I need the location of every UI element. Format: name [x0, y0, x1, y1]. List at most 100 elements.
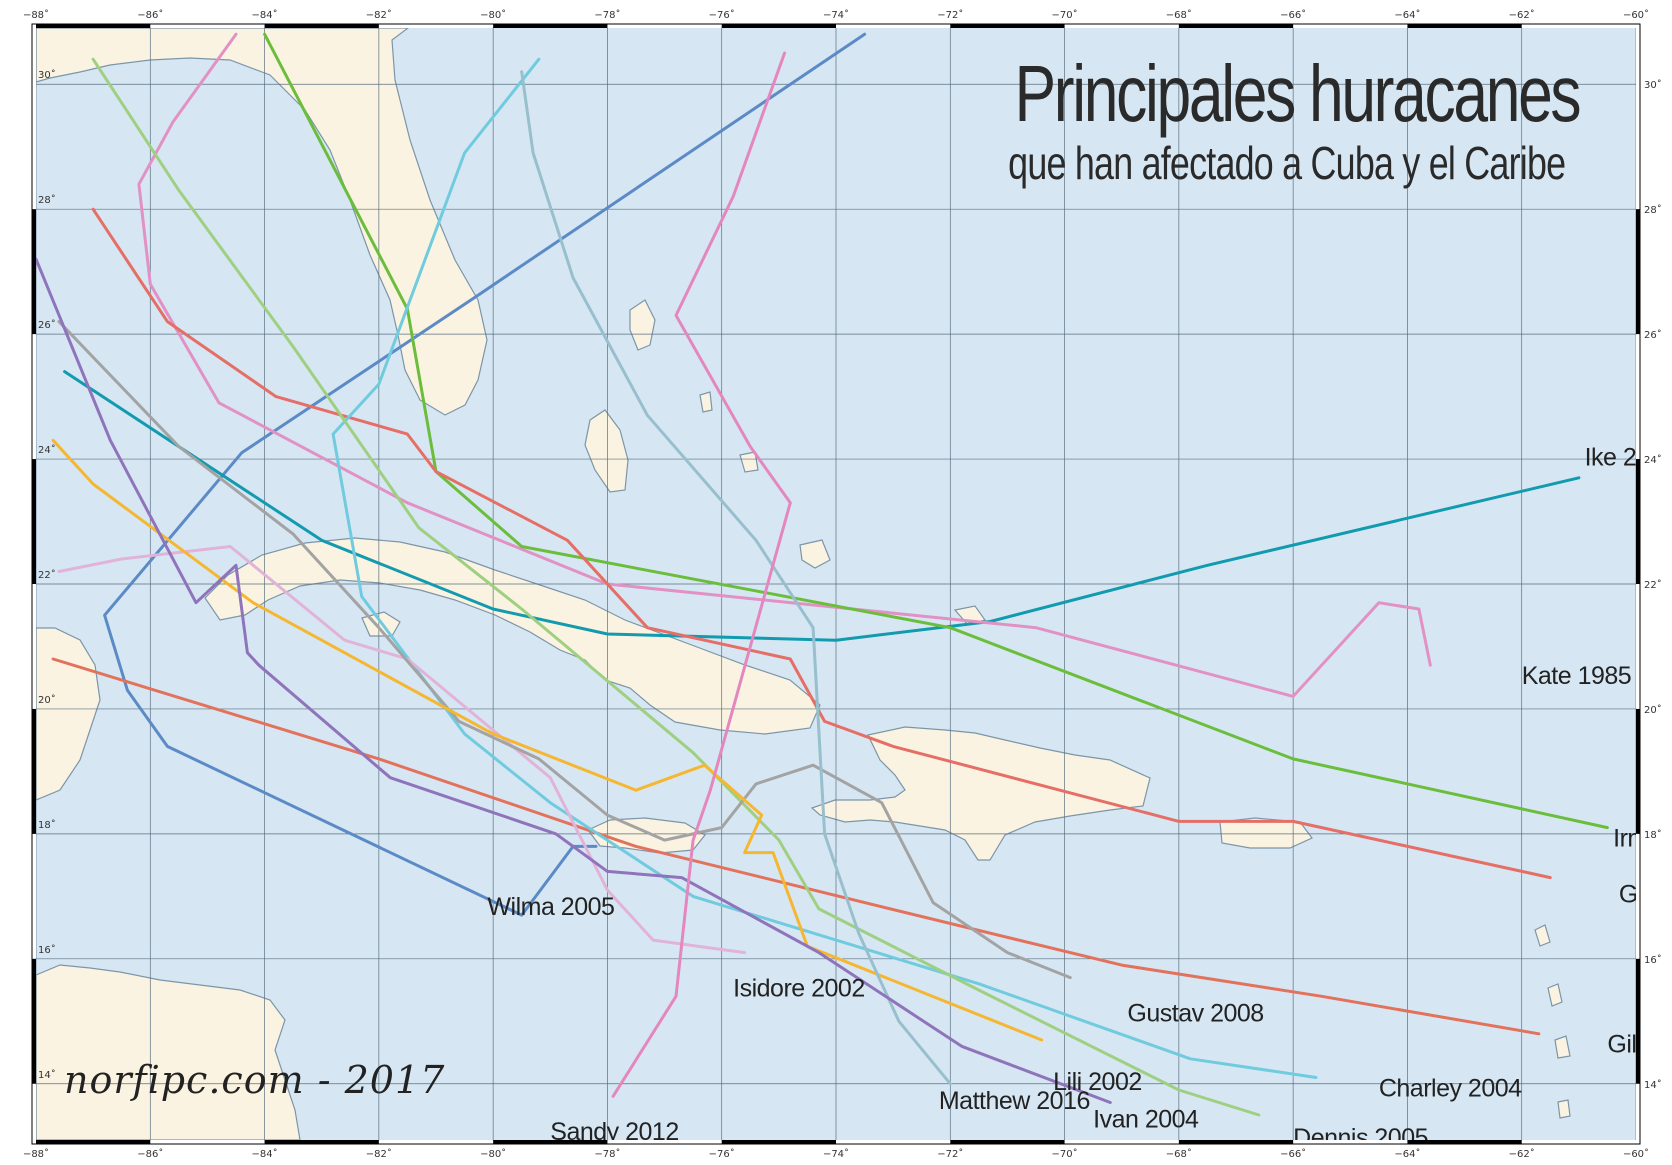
label-charley-2004: Charley 2004 — [1379, 1074, 1522, 1102]
frame-segment — [1636, 209, 1640, 335]
lon-tick-label-bottom: −70˚ — [1052, 1148, 1078, 1160]
lon-tick-label-top: −86˚ — [137, 9, 163, 21]
frame-segment — [1407, 24, 1522, 28]
frame-segment — [32, 459, 36, 584]
map-title: Principales huracanes que han afectado a… — [851, 49, 1581, 189]
lon-tick-label-bottom: −68˚ — [1166, 1148, 1192, 1160]
lat-tick-label-left: 18˚ — [38, 819, 56, 831]
hurricane-tracks — [36, 32, 1609, 1117]
label-irma-2017: Irma 2017 — [1613, 824, 1672, 852]
track-gilbert-1998 — [51, 657, 1541, 1036]
lon-tick-label-top: −74˚ — [823, 9, 849, 21]
label-georges-1998: Georges 1998 — [1619, 881, 1672, 909]
land-bahamas-small-1 — [699, 391, 713, 413]
label-kate-1985: Kate 1985 — [1522, 662, 1632, 690]
land-yucatan — [36, 627, 101, 801]
land-lesser-antilles-3 — [1554, 1035, 1571, 1059]
lat-tick-label-left: 16˚ — [38, 944, 56, 956]
frame-segment — [493, 1140, 608, 1144]
land-bahamas-small-2 — [739, 451, 759, 473]
land-bahamas-abaco — [629, 299, 656, 351]
frame-segment — [1636, 958, 1640, 1084]
land-lesser-antilles-4 — [1557, 1099, 1571, 1119]
lat-tick-label-left: 14˚ — [38, 1069, 56, 1081]
track-charley-2004 — [331, 57, 1318, 1079]
land-lesser-antilles-2 — [1547, 983, 1563, 1007]
frame-segment — [1636, 708, 1640, 834]
lon-tick-label-top: −64˚ — [1394, 9, 1420, 21]
land-puerto-rico — [1219, 817, 1313, 849]
title-subtitle: que han afectado a Cuba y el Caribe — [1007, 137, 1566, 189]
lat-tick-label-left: 24˚ — [38, 444, 56, 456]
lon-tick-label-top: −62˚ — [1509, 9, 1535, 21]
graticule — [36, 28, 1636, 1140]
label-ike-2008: Ike 2008 — [1585, 443, 1672, 471]
track-sandy-2012 — [611, 51, 792, 1098]
axis-ticks: −88˚ −88˚ −86˚ −86˚ −84˚ −84˚ −82˚ −82˚ −80˚ −80˚… — [23, 9, 1662, 1160]
lat-tick-label-left: 22˚ — [38, 569, 56, 581]
land-bahamas-small-3 — [799, 539, 831, 569]
lon-tick-label-top: −68˚ — [1166, 9, 1192, 21]
lon-tick-label-bottom: −76˚ — [709, 1148, 735, 1160]
frame-segment — [32, 708, 36, 834]
lon-tick-label-bottom: −64˚ — [1394, 1148, 1420, 1160]
track-gustav-2008 — [57, 320, 1072, 980]
lon-tick-label-bottom: −88˚ — [23, 1148, 49, 1160]
frame-segment — [721, 24, 836, 28]
label-wilma-2005: Wilma 2005 — [487, 893, 614, 921]
frame-segment — [1178, 1140, 1294, 1144]
land-jamaica — [587, 817, 706, 854]
lon-tick-label-bottom: −84˚ — [252, 1148, 278, 1160]
label-dennis-2005: Dennis 2005 — [1293, 1124, 1428, 1152]
frame-segment — [493, 24, 608, 28]
lon-tick-label-top: −78˚ — [594, 9, 620, 21]
lon-tick-label-top: −82˚ — [366, 9, 392, 21]
lon-tick-label-top: −80˚ — [480, 9, 506, 21]
lat-tick-label-right: 22˚ — [1644, 579, 1662, 591]
frame-segment — [950, 24, 1065, 28]
track-lili-2002 — [51, 438, 1044, 1042]
lon-tick-label-top: −60˚ — [1623, 9, 1649, 21]
lon-tick-label-bottom: −60˚ — [1623, 1148, 1649, 1160]
lon-tick-label-top: −88˚ — [23, 9, 49, 21]
track-matthew-2016 — [520, 70, 952, 1086]
lon-tick-label-bottom: −82˚ — [366, 1148, 392, 1160]
frame-segment — [1407, 1140, 1522, 1144]
label-sandy-2012: Sandy 2012 — [550, 1118, 678, 1146]
storm-labels: Wilma 2005 Ike 2008 Kate 1985 Irma 2017 Geor… — [487, 443, 1672, 1152]
track-kate-1985 — [137, 32, 1432, 698]
lat-tick-label-left: 28˚ — [38, 194, 56, 206]
land-bahamas-andros — [584, 409, 629, 493]
lon-tick-label-bottom: −66˚ — [1280, 1148, 1306, 1160]
land-cuba — [204, 537, 821, 735]
frame-segment — [950, 1140, 1065, 1144]
lat-tick-label-right: 26˚ — [1644, 329, 1662, 341]
lat-tick-label-right: 16˚ — [1644, 954, 1662, 966]
land-hispaniola — [810, 726, 1151, 861]
track-ike-2008 — [63, 370, 1581, 642]
lat-tick-label-right: 24˚ — [1644, 454, 1662, 466]
frame-segment — [32, 958, 36, 1084]
track-wilma-2005 — [103, 32, 867, 917]
title-main: Principales huracanes — [1014, 49, 1581, 138]
lat-tick-label-right: 18˚ — [1644, 829, 1662, 841]
lon-tick-label-top: −72˚ — [937, 9, 963, 21]
lat-tick-label-left: 26˚ — [38, 319, 56, 331]
lon-tick-label-top: −76˚ — [709, 9, 735, 21]
track-dennis-2005 — [91, 57, 1261, 1117]
landmasses — [36, 28, 1571, 1140]
lat-tick-label-right: 30˚ — [1644, 79, 1662, 91]
frame-segment — [36, 24, 151, 28]
track-georges-1998 — [91, 207, 1552, 880]
land-central-america — [36, 964, 301, 1140]
lat-tick-label-left: 20˚ — [38, 694, 56, 706]
lon-tick-label-top: −84˚ — [252, 9, 278, 21]
lat-tick-label-right: 28˚ — [1644, 204, 1662, 216]
frame-segment — [1636, 459, 1640, 584]
frame-segment — [32, 209, 36, 335]
frame-segment — [1178, 24, 1294, 28]
label-gustav-2008: Gustav 2008 — [1127, 999, 1263, 1027]
lon-tick-label-bottom: −74˚ — [823, 1148, 849, 1160]
track-ivan-2004 — [36, 257, 1112, 1104]
label-matthew-2016: Matthew 2016 — [939, 1087, 1090, 1115]
